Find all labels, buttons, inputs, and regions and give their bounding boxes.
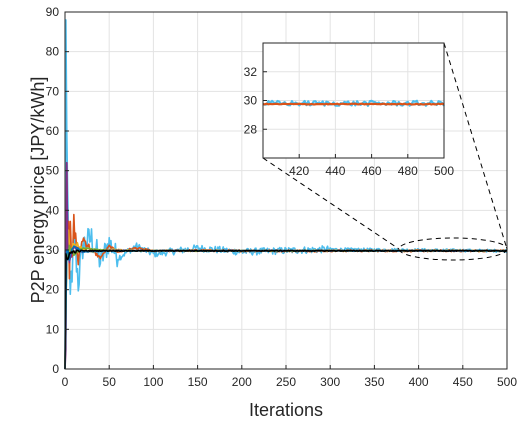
x-tick-label: 500 xyxy=(497,375,517,389)
series-line xyxy=(262,102,445,106)
x-tick-label: 420 xyxy=(289,164,309,178)
x-tick-label: 100 xyxy=(143,375,163,389)
zoom-indicators xyxy=(262,42,508,261)
y-tick-label: 32 xyxy=(244,65,258,79)
y-tick-label: 10 xyxy=(46,322,60,336)
y-tick-label: 40 xyxy=(46,203,60,217)
y-tick-label: 80 xyxy=(46,45,60,59)
x-tick-label: 500 xyxy=(434,164,454,178)
inset-plot: 420 440 460 480 500 28 30 32 xyxy=(244,42,454,178)
y-tick-label: 30 xyxy=(46,243,60,257)
x-tick-label: 0 xyxy=(62,375,69,389)
x-tick-label: 300 xyxy=(320,375,340,389)
inset-x-ticks: 420 440 460 480 500 xyxy=(289,154,454,178)
main-series xyxy=(64,19,508,370)
zoom-connector-left xyxy=(262,157,400,250)
y-tick-label: 28 xyxy=(244,122,258,136)
x-axis-label: Iterations xyxy=(249,400,323,420)
zoom-region-ellipse xyxy=(398,237,508,261)
inset-grid xyxy=(263,43,445,158)
x-tick-label: 50 xyxy=(103,375,117,389)
y-tick-label: 90 xyxy=(46,5,60,19)
x-tick-label: 440 xyxy=(325,164,345,178)
y-tick-label: 20 xyxy=(46,283,60,297)
x-tick-label: 450 xyxy=(453,375,473,389)
y-tick-label: 70 xyxy=(46,84,60,98)
y-tick-label: 60 xyxy=(46,124,60,138)
y-tick-label: 0 xyxy=(52,362,59,376)
x-tick-label: 200 xyxy=(232,375,252,389)
main-y-ticks: 0 10 20 30 40 50 60 70 80 90 xyxy=(46,5,69,376)
inset-y-ticks: 28 30 32 xyxy=(244,65,267,136)
x-tick-label: 480 xyxy=(398,164,418,178)
x-tick-label: 400 xyxy=(409,375,429,389)
main-x-ticks: 0 50 100 150 200 250 300 350 400 450 500 xyxy=(62,365,517,389)
y-tick-label: 30 xyxy=(244,94,258,108)
x-tick-label: 150 xyxy=(188,375,208,389)
x-tick-label: 350 xyxy=(364,375,384,389)
x-tick-label: 460 xyxy=(362,164,382,178)
inset-series xyxy=(262,99,445,107)
series-line xyxy=(64,249,508,370)
y-tick-label: 50 xyxy=(46,164,60,178)
x-tick-label: 250 xyxy=(276,375,296,389)
y-axis-label: P2P energy price [JPY/kWh] xyxy=(28,77,48,304)
